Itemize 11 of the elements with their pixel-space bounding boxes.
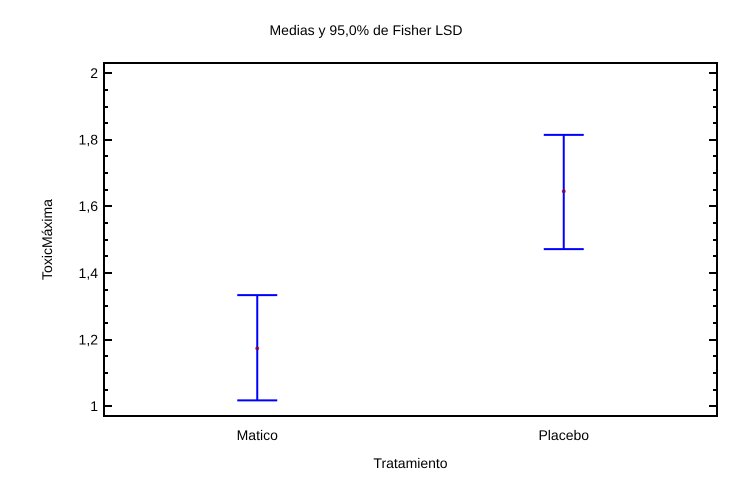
y-tick-label: 1,4	[78, 264, 98, 281]
y-tick-label: 2	[90, 64, 98, 81]
x-axis-title: Tratamiento	[373, 455, 448, 471]
x-tick-label: Placebo	[538, 427, 590, 443]
y-tick-label: 1	[90, 398, 98, 414]
x-tick-label: Matico	[236, 427, 278, 443]
y-tick-label: 1,8	[78, 132, 98, 148]
y-tick-label: 1,2	[78, 331, 98, 348]
y-axis-title: ToxicMáxima	[39, 198, 55, 280]
chart-title: Medias y 95,0% de Fisher LSD	[270, 22, 462, 38]
y-tick-label: 1,6	[78, 198, 98, 214]
